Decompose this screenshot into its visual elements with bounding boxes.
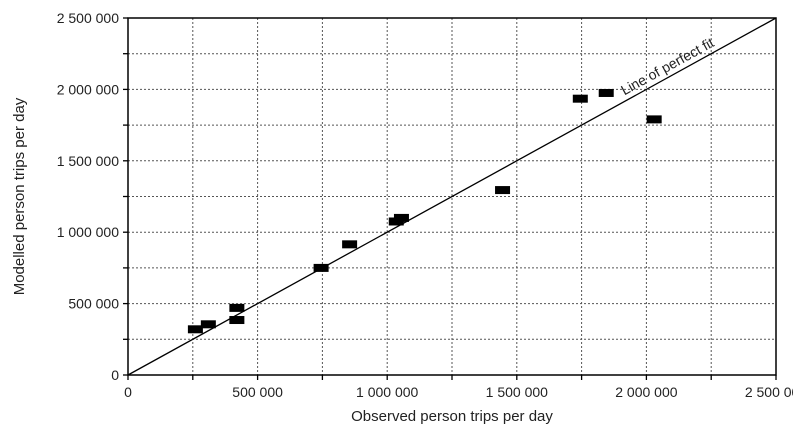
- y-tick-label: 2 500 000: [57, 10, 119, 26]
- x-tick-label: 1 500 000: [486, 384, 548, 400]
- perfect-fit-label: Line of perfect fit: [618, 34, 716, 98]
- x-tick-label: 500 000: [232, 384, 283, 400]
- data-point: [187, 325, 203, 334]
- x-tick-label: 2 500 000: [745, 384, 793, 400]
- perfect-fit-line: [127, 17, 777, 376]
- data-point: [200, 320, 216, 329]
- x-tick-label: 2 000 000: [615, 384, 677, 400]
- data-point: [598, 88, 614, 97]
- x-tick-label: 1 000 000: [356, 384, 418, 400]
- x-tick-label: 0: [124, 384, 132, 400]
- data-points: [187, 88, 662, 334]
- grid-lines: [128, 18, 776, 375]
- data-point: [342, 240, 358, 249]
- y-tick-label: 0: [111, 367, 119, 383]
- x-axis-title: Observed person trips per day: [351, 408, 553, 425]
- data-point: [229, 316, 245, 325]
- data-point: [646, 115, 662, 124]
- axis-ticks: 0 500 000 1 000 000 1 500 000 2 000 000 2 500…: [57, 10, 793, 400]
- data-point: [572, 94, 588, 103]
- data-point: [495, 186, 511, 195]
- y-tick-label: 500 000: [68, 296, 119, 312]
- data-point: [313, 263, 329, 272]
- y-tick-label: 1 500 000: [57, 153, 119, 169]
- y-tick-label: 1 000 000: [57, 224, 119, 240]
- y-axis-title: Modelled person trips per day: [11, 97, 28, 295]
- data-point: [229, 303, 245, 312]
- y-tick-label: 2 000 000: [57, 81, 119, 97]
- data-point: [393, 213, 409, 222]
